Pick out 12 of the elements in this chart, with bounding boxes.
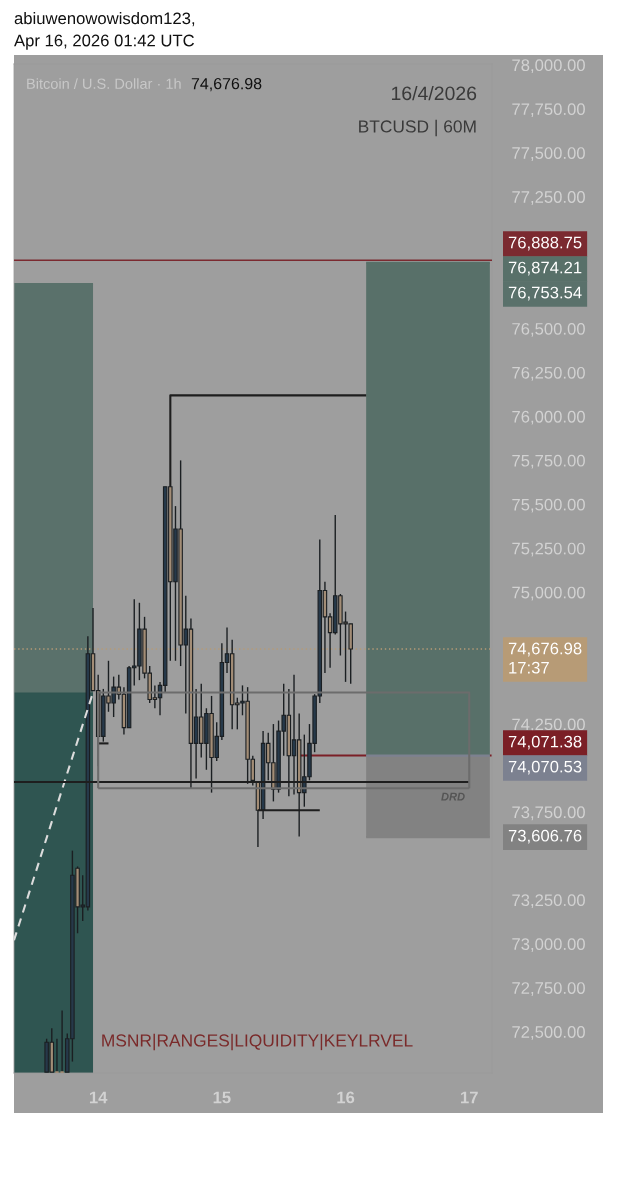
annotation: 76,753.54: [508, 286, 582, 301]
data-label: 76,874.21: [508, 261, 582, 276]
annotation: 74,676.98: [191, 77, 262, 92]
annotation: 16/4/2026: [391, 85, 477, 101]
ref-line-label: 74,676.98 17:37: [508, 642, 582, 674]
annotation: BTCUSD | 60M: [359, 119, 476, 137]
annotation: MSNR|RANGES|LIQUIDITY|KEYLRVEL: [102, 1033, 413, 1051]
data-label: 73,606.76: [508, 829, 582, 844]
text: abiuwenowowisdom123, Apr 16, 2026 01:42 UTC: [14, 12, 195, 50]
data-label: 74,071.38: [508, 735, 582, 750]
ref-line-label: 76,888.75: [508, 236, 582, 251]
data-label: 74,070.53: [508, 760, 582, 775]
